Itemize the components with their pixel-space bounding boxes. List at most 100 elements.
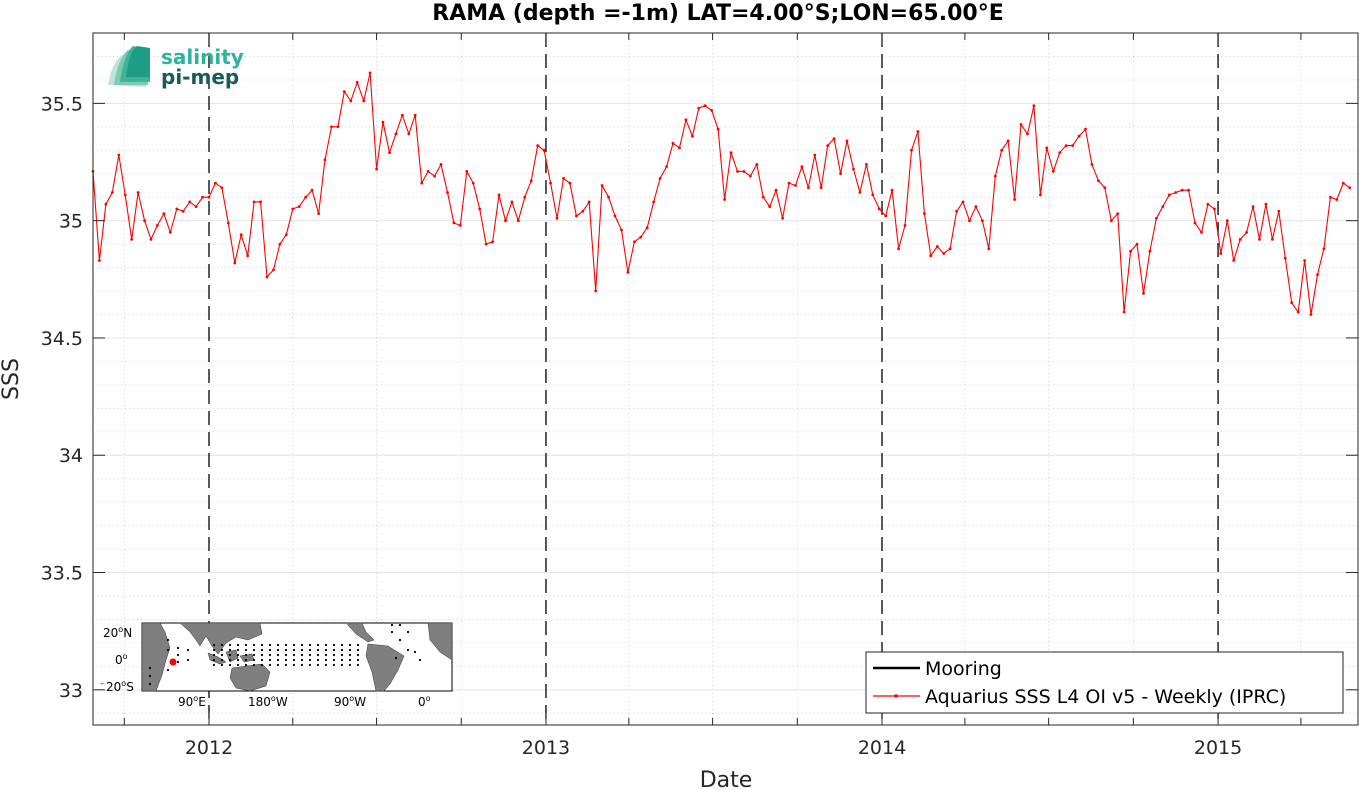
data-point	[207, 195, 211, 199]
inset-mooring-dot	[356, 663, 360, 667]
inset-land-shape	[225, 649, 239, 663]
inset-lon-label-90e: 90oE	[178, 694, 206, 709]
data-point	[568, 181, 572, 185]
inset-mooring-dot	[332, 648, 336, 652]
inset-mooring-dot	[332, 643, 336, 647]
inset-mooring-dot	[308, 653, 312, 657]
inset-land-shape	[229, 663, 271, 692]
inset-mooring-dot	[340, 653, 344, 657]
inset-mooring-dot	[268, 658, 272, 662]
x-axis-label: Date	[700, 768, 753, 790]
data-point	[703, 104, 707, 108]
inset-mooring-dot	[406, 630, 410, 634]
inset-mooring-dot	[260, 653, 264, 657]
inset-mooring-dot	[148, 674, 152, 678]
data-point	[272, 268, 275, 272]
inset-lat-label-20s: –20oS	[100, 679, 134, 694]
data-point	[684, 118, 688, 122]
data-point	[246, 254, 250, 258]
inset-map-land	[141, 622, 453, 692]
inset-mooring-dot	[228, 653, 232, 657]
inset-mooring-dot	[324, 653, 328, 657]
data-point	[1058, 151, 1062, 155]
data-point	[201, 195, 205, 199]
y-tick-label: 34	[59, 445, 83, 467]
logo-text-salinity: salinity	[161, 45, 244, 69]
inset-mooring-dot	[332, 653, 336, 657]
inset-mooring-dot	[252, 648, 256, 652]
data-point	[613, 214, 617, 218]
series-line-1	[92, 72, 1351, 316]
data-point	[426, 170, 430, 173]
data-point	[368, 71, 372, 75]
data-point	[259, 200, 262, 204]
inset-map: 20oN 0o –20oS 90oE 180oW 90oW 0o	[100, 622, 453, 709]
data-point	[845, 139, 849, 143]
inset-mooring-dot	[300, 653, 304, 657]
data-point	[1071, 144, 1074, 148]
data-point	[136, 191, 140, 194]
data-point	[239, 233, 243, 237]
data-point	[1006, 139, 1010, 143]
data-point	[156, 224, 159, 227]
data-point	[284, 233, 288, 237]
data-point	[903, 224, 907, 227]
chart-title: RAMA (depth =-1m) LAT=4.00°S;LON=65.00°E	[432, 1, 1003, 26]
data-point	[439, 163, 443, 166]
data-point	[491, 240, 494, 244]
data-point	[807, 186, 810, 190]
data-point	[620, 228, 623, 232]
wave-logo-icon	[108, 46, 150, 87]
data-point	[865, 163, 868, 166]
inset-mooring-dot	[228, 648, 232, 652]
data-point	[935, 245, 939, 248]
data-point	[536, 144, 540, 148]
inset-mooring-dot	[292, 653, 296, 657]
data-point	[304, 195, 308, 199]
data-point	[1322, 247, 1326, 251]
inset-mooring-dot	[308, 658, 312, 662]
data-point	[581, 209, 585, 213]
data-point	[1213, 207, 1216, 211]
data-point	[1109, 219, 1113, 223]
inset-mooring-dot	[260, 663, 264, 667]
data-point	[1200, 231, 1203, 234]
data-point	[800, 165, 804, 169]
data-point	[143, 219, 147, 223]
data-point	[929, 254, 933, 258]
data-point	[181, 209, 185, 213]
data-point	[407, 132, 411, 136]
data-point	[697, 106, 701, 110]
data-point	[523, 195, 527, 199]
data-point	[691, 134, 694, 138]
data-point	[884, 214, 888, 218]
inset-mooring-dot	[276, 648, 280, 652]
data-point	[1000, 148, 1004, 152]
data-point	[858, 191, 862, 194]
x-tick-labels: 2012 2013 2014 2015	[185, 737, 1242, 759]
inset-mooring-dot	[300, 648, 304, 652]
data-point	[175, 207, 179, 211]
data-point	[1051, 170, 1055, 173]
data-point	[1348, 186, 1352, 190]
data-point	[1039, 193, 1042, 197]
inset-mooring-dot	[268, 653, 272, 657]
inset-mooring-dot	[308, 648, 312, 652]
inset-mooring-dot	[276, 663, 280, 667]
data-point	[626, 270, 630, 274]
inset-mooring-dot	[292, 658, 296, 662]
inset-mooring-dot	[398, 638, 402, 642]
inset-mooring-dot	[260, 658, 264, 662]
inset-mooring-dot	[292, 663, 296, 667]
inset-lon-label-90w: 90oW	[334, 694, 366, 709]
data-point	[729, 151, 733, 155]
inset-mooring-dot	[276, 658, 280, 662]
inset-mooring-dot	[348, 643, 352, 647]
inset-mooring-dot	[324, 643, 328, 647]
data-point	[458, 224, 462, 227]
data-point	[1206, 202, 1210, 206]
data-point	[781, 216, 784, 220]
inset-mooring-dot	[236, 648, 240, 652]
data-point	[671, 141, 675, 145]
inset-mooring-dot	[176, 660, 180, 664]
